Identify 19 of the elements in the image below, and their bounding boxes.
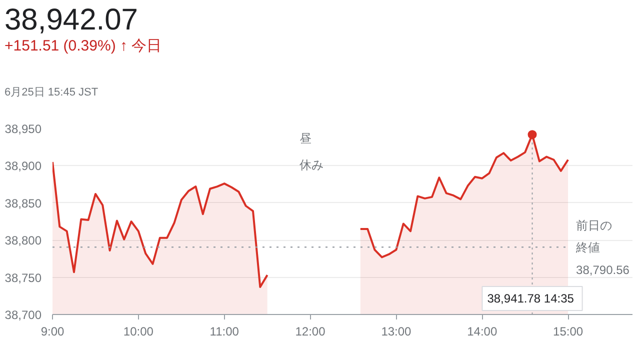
- annotation: 昼休み: [300, 132, 324, 172]
- y-tick-label: 38,850: [4, 196, 42, 210]
- x-tick-label: 15:00: [553, 324, 584, 338]
- x-tick-label: 10:00: [123, 324, 154, 338]
- y-tick-label: 38,900: [4, 159, 42, 174]
- x-tick-label: 14:00: [467, 324, 498, 338]
- x-tick-label: 13:00: [381, 324, 412, 338]
- text: 6月25日 15:45 JST: [4, 86, 98, 98]
- y-tick-label: 38,750: [4, 270, 42, 285]
- y-tick-label: 38,800: [4, 234, 42, 248]
- ref-line-label: 前日の終値 38,790.56: [575, 218, 630, 278]
- x-tick-label: 9:00: [40, 324, 65, 338]
- chart-title: 38,942.07: [4, 4, 138, 36]
- x-tick-label: 11:00: [210, 324, 240, 338]
- y-tick-label: 38,700: [4, 308, 42, 322]
- y-tick-label: 38,950: [4, 122, 42, 136]
- annotation: 38,941.78 14:35: [487, 292, 574, 306]
- x-tick-label: 12:00: [295, 324, 326, 338]
- chart-subtitle: +151.51 (0.39%) ↑ 今日: [4, 38, 162, 54]
